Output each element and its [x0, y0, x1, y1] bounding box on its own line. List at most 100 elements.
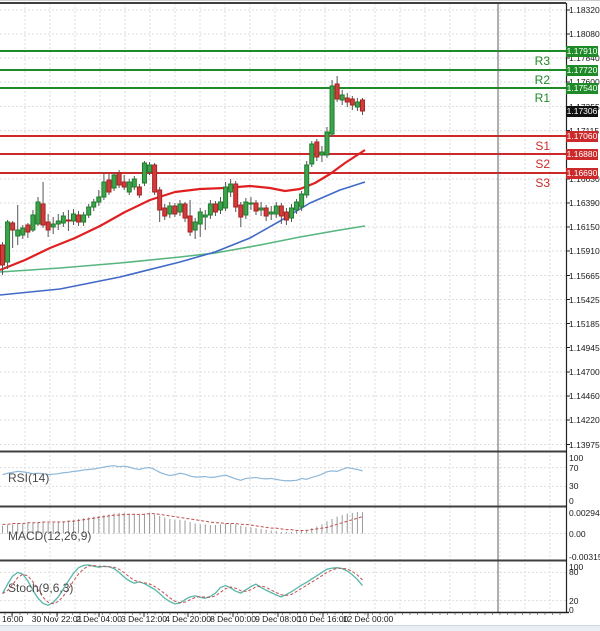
- y-axis-tick-label: 1.15910: [569, 246, 600, 256]
- level-label-R3: R3: [534, 54, 550, 68]
- y-axis-tick-label: 1.15185: [569, 318, 600, 329]
- candle-body: [96, 196, 102, 203]
- candle-body: [212, 203, 218, 213]
- price-badge-S1: 1.17060: [566, 130, 598, 142]
- candle-body: [283, 211, 289, 221]
- stoch-k-line: [1, 564, 363, 606]
- candle-body: [10, 222, 16, 231]
- candle-body: [172, 205, 178, 215]
- candle-body: [81, 214, 87, 223]
- y-axis-tick-label: 1.17840: [569, 53, 600, 63]
- candle-body: [202, 214, 208, 218]
- x-axis-label: 12 Dec 00:00: [342, 614, 394, 624]
- candle-body: [299, 193, 305, 208]
- candle-body: [70, 213, 76, 222]
- candle-body: [141, 162, 147, 184]
- candle-body: [218, 201, 224, 211]
- candle-body: [76, 214, 82, 223]
- macd-scale-label: 0.002942: [569, 507, 600, 518]
- candle-body: [233, 183, 239, 208]
- candle-body: [0, 244, 5, 266]
- price-badge-R2: 1.17720: [566, 64, 598, 76]
- y-axis-tick-label: 1.14945: [569, 342, 600, 353]
- candle-body: [30, 214, 36, 231]
- macd-scale-label: 0.00: [569, 528, 586, 539]
- candle-body: [359, 99, 365, 112]
- candle-body: [126, 181, 132, 193]
- y-axis-tick-label: 1.16150: [569, 222, 600, 232]
- candle-body: [131, 178, 137, 188]
- candle-body: [354, 101, 360, 108]
- candle-body: [147, 164, 153, 173]
- y-axis-tick-label: 1.15665: [569, 270, 600, 281]
- level-label-S3: S3: [535, 176, 550, 190]
- candle-body: [339, 94, 345, 101]
- price-badge-S3: 1.16690: [566, 167, 598, 179]
- candle-body: [50, 223, 56, 228]
- candle-body: [25, 224, 31, 233]
- candle-body: [258, 207, 264, 211]
- candle-body: [20, 227, 26, 236]
- candle-body: [40, 203, 46, 226]
- y-axis-tick-label: 1.14220: [569, 415, 600, 425]
- candle-body: [309, 143, 315, 165]
- candle-body: [187, 215, 193, 233]
- candle-body: [152, 164, 158, 193]
- candle-body: [106, 179, 112, 193]
- level-label-R1: R1: [534, 91, 550, 105]
- x-axis-label: 8 Dec 00:00: [210, 614, 256, 624]
- price-badge-S2: 1.16880: [566, 148, 598, 160]
- candle-body: [101, 181, 107, 198]
- candle-body: [116, 172, 122, 186]
- y-axis-tick-label: 1.14700: [569, 367, 600, 377]
- y-axis-tick-label: 1.16390: [569, 198, 600, 208]
- level-label-S2: S2: [535, 157, 550, 171]
- stoch-scale-label: 20: [569, 595, 579, 606]
- candle-body: [344, 97, 350, 103]
- y-axis-tick-label: 1.14460: [569, 391, 600, 401]
- candle-body: [273, 205, 279, 215]
- candle-body: [45, 221, 51, 231]
- candle-body: [263, 207, 269, 217]
- candle-body: [157, 189, 163, 211]
- candle-body: [55, 220, 61, 225]
- candle-body: [349, 98, 355, 106]
- candle-body: [243, 201, 249, 216]
- candle-body: [329, 85, 335, 135]
- candle-body: [324, 131, 330, 156]
- candle-body: [167, 205, 173, 215]
- candle-body: [278, 205, 284, 217]
- candle-body: [207, 203, 213, 216]
- mid-blue-ma: [0, 181, 366, 296]
- x-axis-label: 2 Dec 04:00: [76, 614, 122, 624]
- candle-body: [5, 221, 11, 263]
- macd-signal-line: [2, 513, 363, 531]
- x-axis-label: 10 Dec 16:00: [297, 614, 349, 624]
- macd-scale-label: -0.003152: [569, 551, 600, 562]
- candle-body: [238, 204, 244, 218]
- rsi-scale-label: 30: [569, 481, 579, 492]
- candle-body: [314, 141, 320, 158]
- y-axis-tick-label: 1.15425: [569, 294, 600, 305]
- x-axis-label: 4 Dec 20:00: [165, 614, 211, 624]
- candle-body: [268, 211, 274, 215]
- candle-body: [60, 215, 66, 224]
- y-axis-tick-label: 1.18320: [569, 5, 600, 15]
- current-price-badge: 1.17306: [566, 105, 598, 117]
- x-axis-label: 3 Dec 12:00: [121, 614, 167, 624]
- candle-body: [91, 201, 97, 208]
- x-axis-label: 16:00: [2, 614, 24, 624]
- fast-red-ma: [0, 149, 366, 272]
- stoch-label: Stoch(9,6,3): [8, 581, 74, 595]
- candle-body: [86, 206, 92, 216]
- candle-body: [334, 83, 340, 100]
- candle-body: [182, 203, 188, 219]
- candle-body: [248, 202, 254, 205]
- candle-body: [121, 181, 127, 188]
- stoch-scale-label: 100: [569, 561, 584, 572]
- candle-body: [319, 151, 325, 156]
- y-axis-tick-label: 1.18080: [569, 29, 600, 39]
- rsi-line: [2, 465, 363, 482]
- candle-body: [65, 219, 71, 222]
- candle-body: [35, 201, 41, 225]
